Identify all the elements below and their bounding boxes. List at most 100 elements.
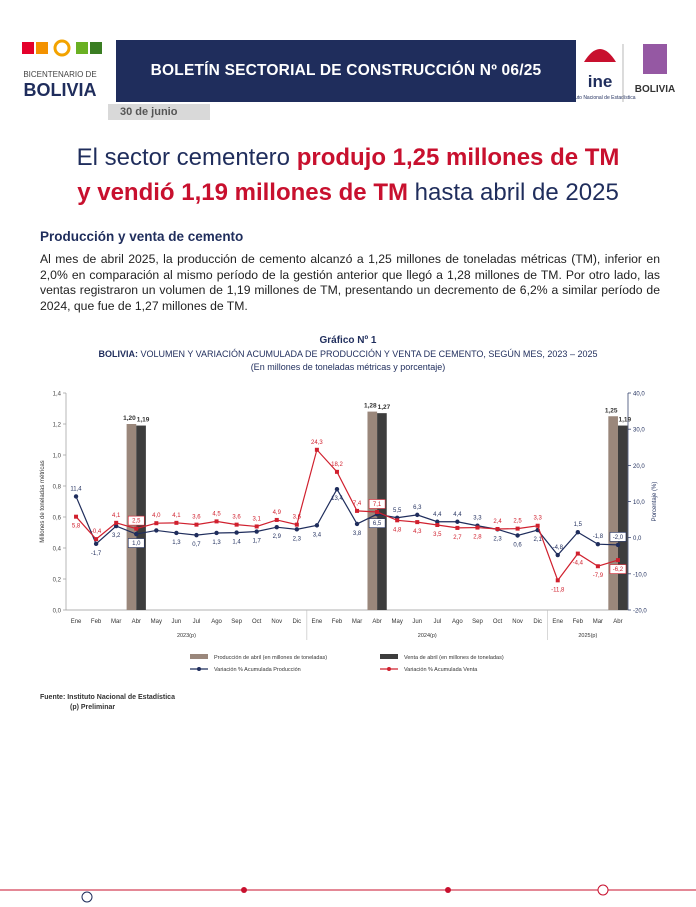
y-tick-label: 1,0 [53, 454, 62, 460]
line-marker [94, 537, 99, 542]
footer-dot [445, 887, 451, 893]
year-label: 2025(p) [578, 633, 597, 639]
line-label: 3,3 [534, 516, 543, 522]
line-label: 2,5 [132, 519, 141, 525]
y2-tick-label: 10,0 [633, 500, 645, 506]
chart-title-prefix: BOLIVIA: [99, 349, 139, 359]
line-marker [475, 525, 480, 530]
headline-text: El sector cementero [76, 144, 297, 171]
footer [0, 884, 696, 903]
line-marker [355, 508, 360, 513]
line-label: 3,1 [253, 516, 262, 522]
x-tick-label: Oct [493, 619, 503, 625]
line-marker [334, 469, 339, 474]
ine-logo: ine [588, 72, 613, 91]
x-tick-label: Jun [172, 619, 182, 625]
x-tick-label: Abr [132, 619, 141, 625]
chart-title: BOLIVIA: VOLUMEN Y VARIACIÓN ACUMULADA D… [99, 349, 598, 359]
y-tick-label: 0,6 [53, 516, 62, 522]
line-label: 2,5 [513, 519, 522, 525]
line-marker [214, 530, 219, 536]
x-tick-label: Feb [91, 619, 102, 625]
headline-highlight: y vendió 1,19 millones de TM [77, 179, 408, 206]
x-tick-label: Abr [372, 619, 381, 625]
line-label: 18,2 [331, 462, 343, 468]
line-label: 2,4 [493, 519, 502, 525]
y-tick-label: 1,2 [53, 423, 62, 429]
y-tick-label: 0,8 [53, 485, 62, 491]
line-label: -1,7 [91, 551, 102, 557]
x-tick-label: Mar [111, 619, 121, 625]
logo-text: BICENTENARIO DE [23, 70, 96, 79]
y2-tick-label: 20,0 [633, 464, 645, 470]
line-label: 0,6 [513, 542, 522, 548]
line-marker [294, 522, 299, 527]
x-tick-label: Sep [231, 619, 242, 625]
y2-tick-label: 40,0 [633, 392, 645, 398]
line-label: 1,7 [253, 539, 262, 545]
label-box [127, 515, 145, 526]
line-label: 1,3 [212, 540, 221, 546]
label-box [609, 564, 627, 574]
line-marker [515, 526, 520, 531]
footer-icon [597, 884, 609, 896]
line-marker [93, 541, 99, 547]
label-box [368, 518, 386, 528]
logo-square [22, 42, 34, 54]
line-label: 4,8 [393, 527, 402, 533]
line-marker [555, 552, 560, 558]
line-label: 2,8 [473, 535, 482, 541]
line-marker [154, 521, 159, 526]
line-label: 4,5 [212, 511, 221, 517]
line-marker [73, 494, 79, 499]
line-marker [174, 530, 179, 536]
x-tick-label: Oct [252, 619, 262, 625]
line-marker [294, 527, 300, 532]
y-tick-label: 1,4 [53, 392, 62, 398]
source: Fuente: Instituto Nacional de Estadístic… [40, 693, 175, 713]
line-marker [254, 529, 259, 534]
gov-emblem [643, 44, 667, 74]
line-label: 2,7 [453, 535, 462, 541]
x-tick-label: Nov [271, 619, 282, 625]
line-label: 4,9 [273, 510, 282, 516]
line-label: 1,5 [574, 522, 583, 528]
line-label: 3,6 [293, 515, 302, 521]
line-label: -7,9 [593, 573, 604, 579]
line-marker [615, 542, 621, 548]
line-label: 3,5 [433, 532, 442, 538]
line-marker [435, 519, 440, 524]
y2-axis-label: Porcentaje (%) [652, 482, 658, 522]
line-label: 4,3 [413, 529, 422, 535]
label-box [609, 532, 627, 542]
line-label: 0,7 [192, 542, 201, 548]
line [75, 487, 618, 556]
line-label: -6,2 [613, 567, 624, 573]
line-marker [435, 523, 440, 528]
x-tick-label: Jun [412, 619, 422, 625]
line-label: -2,0 [613, 535, 624, 541]
bulletin-title: BOLETÍN SECTORIAL DE CONSTRUCCIÓN Nº 06/… [116, 40, 576, 102]
x-tick-label: Mar [593, 619, 603, 625]
x-tick-label: Dic [292, 619, 301, 625]
legend-swatch [380, 654, 398, 659]
section-title: Producción y venta de cemento [40, 229, 244, 244]
line-marker [415, 512, 420, 518]
label-box [368, 499, 386, 509]
line-label: 4,0 [152, 513, 161, 519]
line-label: 2,3 [293, 536, 302, 542]
x-tick-label: May [392, 619, 403, 625]
bar-label: 1,19 [618, 417, 631, 424]
x-tick-label: May [151, 619, 162, 625]
line-label: -4,4 [573, 561, 584, 567]
x-tick-label: Ene [312, 619, 323, 625]
line-label: 6,3 [413, 505, 422, 511]
line-marker [234, 522, 239, 527]
line-marker [174, 520, 179, 525]
line-label: 24,3 [311, 440, 323, 446]
legend-swatch [190, 654, 208, 659]
line-marker [194, 532, 199, 538]
line-marker [555, 578, 560, 583]
headline-highlight: produjo 1,25 millones de TM [296, 144, 620, 171]
